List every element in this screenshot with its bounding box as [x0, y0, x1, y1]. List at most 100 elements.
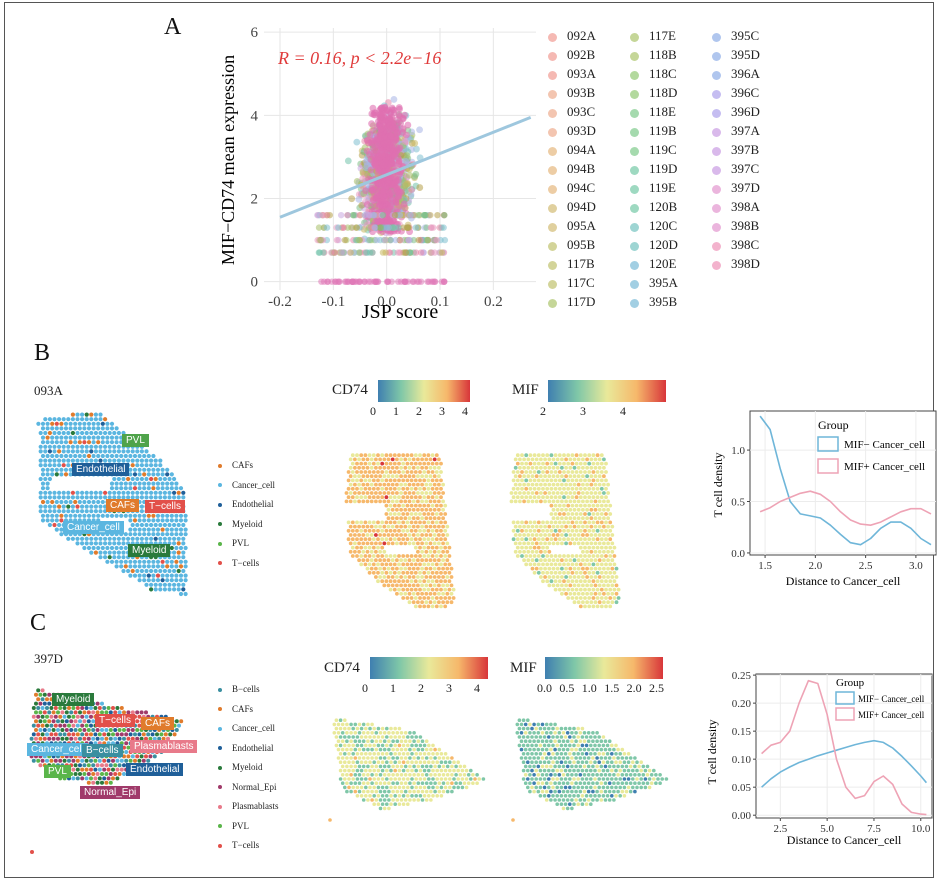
heat-spot: [430, 520, 435, 525]
spot: [160, 573, 165, 578]
legend-dot: [630, 184, 639, 194]
colorbar-tick: 3: [580, 404, 586, 418]
heat-spot: [568, 491, 573, 495]
spot: [82, 728, 87, 732]
spot: [57, 458, 62, 463]
legend-label: 395D: [731, 47, 760, 62]
heat-spot: [513, 491, 518, 495]
spot: [130, 476, 135, 482]
heat-spot: [576, 575, 581, 579]
heat-spot: [369, 566, 374, 571]
heat-spot: [553, 587, 558, 592]
spot: [153, 582, 158, 587]
heat-spot: [549, 562, 554, 567]
heat-spot: [566, 453, 571, 458]
spot: [38, 430, 43, 436]
heat-spot: [616, 587, 621, 592]
heat-spot: [560, 524, 564, 529]
heat-spot: [595, 570, 600, 575]
heat-spot: [430, 478, 435, 483]
heat-spot: [420, 583, 424, 588]
heat-spot: [432, 591, 437, 596]
spot: [172, 490, 177, 495]
heat-spot: [570, 503, 575, 508]
spot: [126, 728, 131, 732]
spot: [68, 426, 73, 431]
heat-spot: [578, 495, 583, 500]
heat-spot: [566, 486, 571, 491]
heat-spot: [424, 524, 429, 529]
heat-spot: [564, 583, 568, 588]
heat-spot: [367, 554, 372, 558]
heat-spot: [574, 587, 579, 592]
heat-spot: [560, 491, 564, 495]
heat-spot: [407, 516, 412, 521]
spot: [42, 710, 47, 715]
spot: [70, 509, 75, 514]
heat-spot: [363, 562, 368, 567]
spot: [151, 527, 156, 532]
spot: [91, 719, 96, 724]
spot: [107, 449, 112, 454]
legend-label: 118D: [649, 85, 678, 100]
heat-spot: [380, 579, 385, 584]
heat-spot: [413, 461, 418, 466]
legend-entry: 117C: [548, 275, 595, 291]
spot: [115, 758, 120, 763]
heat-spot: [392, 453, 397, 458]
heat-spot: [411, 524, 416, 529]
heat-spot: [587, 596, 592, 600]
spot: [45, 472, 50, 477]
heat-spot: [382, 583, 387, 588]
spot: [84, 490, 89, 495]
heat-spot: [409, 528, 414, 533]
spot: [91, 772, 96, 776]
heat-spot: [585, 524, 589, 529]
heat-spot: [572, 491, 577, 495]
legend-entry: 395A: [630, 275, 678, 291]
sample-legend: 092A 092B 093A 093B 093C 093D 094A 094B 094C 094D…: [548, 28, 928, 318]
heat-spot: [424, 566, 429, 571]
heat-spot: [403, 516, 408, 521]
regression-line: [279, 116, 532, 219]
spot: [130, 449, 135, 454]
legend-label: 119E: [649, 180, 676, 195]
spot: [96, 453, 101, 459]
heat-spot: [555, 533, 560, 537]
heat-spot: [597, 600, 602, 605]
heat-spot: [602, 507, 606, 512]
heat-spot: [568, 583, 573, 588]
heat-spot: [604, 604, 608, 609]
spot: [80, 417, 85, 422]
spot: [45, 486, 50, 491]
heat-spot: [545, 537, 550, 542]
band-point: [344, 224, 351, 231]
heat-spot: [390, 558, 395, 563]
spot: [66, 449, 71, 454]
heat-spot: [543, 549, 547, 554]
band-point: [377, 224, 385, 231]
spot: [107, 490, 112, 495]
heat-spot: [534, 558, 539, 563]
spot: [82, 545, 87, 551]
legend-dot: [548, 165, 557, 175]
spot: [135, 458, 140, 463]
spot: [149, 582, 154, 587]
celltype-legend-label: Plasmablasts: [232, 801, 279, 811]
heat-spot: [595, 579, 600, 584]
heat-spot: [583, 461, 587, 466]
heat-spot: [367, 470, 372, 474]
heat-spot: [413, 554, 418, 558]
spot: [178, 545, 184, 551]
spot: [149, 495, 154, 500]
heat-spot: [513, 474, 518, 479]
heat-spot: [369, 499, 374, 504]
heat-spot: [418, 520, 422, 525]
celltype-legend-dot: [218, 561, 222, 566]
spot: [151, 564, 156, 569]
spot: [31, 714, 36, 719]
spot: [73, 736, 78, 741]
heat-spot: [388, 453, 393, 458]
heat-spot: [572, 457, 577, 462]
